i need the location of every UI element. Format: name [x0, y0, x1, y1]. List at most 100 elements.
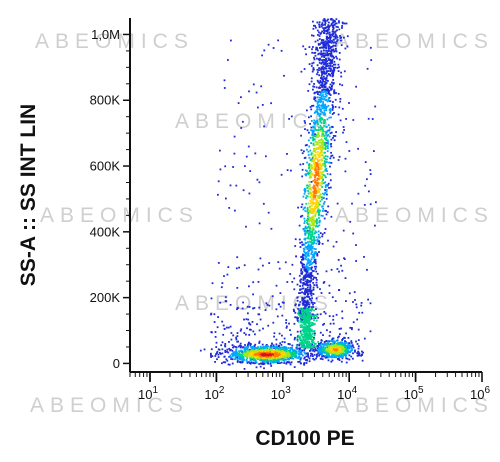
event-dot [309, 338, 312, 340]
event-dot [313, 239, 315, 241]
event-dot [316, 121, 319, 124]
event-dot [352, 346, 355, 349]
event-dot [241, 307, 244, 310]
event-dot [304, 335, 307, 337]
event-dot [275, 361, 278, 364]
event-dot [330, 351, 333, 354]
event-dot [269, 363, 272, 365]
event-dot [301, 299, 304, 302]
event-dot [317, 210, 320, 213]
event-dot [316, 48, 319, 50]
event-dot [316, 158, 319, 161]
event-dot [321, 242, 324, 245]
event-dot [258, 329, 261, 332]
event-dot [304, 188, 306, 191]
event-dot [300, 341, 303, 344]
event-dot [296, 340, 299, 342]
event-dot [291, 347, 293, 349]
event-dot [317, 91, 320, 94]
event-dot [332, 135, 335, 137]
event-dot [268, 358, 270, 361]
event-dot [327, 239, 329, 242]
event-dot [315, 162, 317, 164]
event-dot [307, 90, 310, 92]
event-dot [325, 94, 328, 97]
event-dot [318, 251, 320, 253]
event-dot [311, 172, 314, 175]
event-dot [308, 187, 311, 190]
event-dot [324, 209, 327, 212]
event-dot [328, 89, 331, 92]
event-dot [243, 264, 246, 267]
event-dot [336, 348, 339, 351]
event-dot [327, 92, 329, 95]
event-dot [318, 94, 321, 96]
event-dot [318, 114, 321, 117]
event-dot [311, 256, 314, 259]
event-dot [343, 22, 346, 25]
event-dot [305, 325, 308, 327]
event-dot [325, 197, 328, 200]
event-dot [351, 328, 353, 331]
event-dot [309, 195, 312, 198]
event-dot [301, 308, 304, 311]
event-dot [287, 343, 290, 345]
event-dot [332, 33, 334, 35]
event-dot [306, 144, 308, 146]
event-dot [331, 338, 333, 341]
event-dot [314, 258, 317, 261]
event-dot [321, 180, 324, 183]
event-dot [323, 122, 325, 125]
event-dot [278, 354, 281, 356]
event-dot [305, 345, 308, 347]
event-dot [306, 172, 309, 175]
event-dot [318, 108, 321, 111]
event-dot [221, 362, 223, 365]
event-dot [314, 180, 317, 183]
event-dot [310, 244, 312, 247]
event-dot [313, 309, 315, 312]
event-dot [311, 51, 314, 54]
event-dot [305, 305, 307, 308]
event-dot [320, 110, 323, 113]
event-dot [269, 350, 272, 353]
event-dot [326, 131, 328, 134]
event-dot [331, 69, 334, 72]
event-dot [305, 290, 308, 293]
event-dot [319, 84, 322, 87]
event-dot [316, 143, 319, 146]
event-dot [322, 130, 325, 133]
event-dot [275, 338, 278, 341]
event-dot [305, 273, 308, 275]
event-dot [310, 291, 312, 294]
event-dot [335, 18, 338, 21]
event-dot [248, 306, 251, 308]
event-dot [258, 357, 261, 360]
event-dot [337, 26, 339, 28]
event-dot [262, 264, 264, 267]
event-dot [237, 345, 240, 348]
event-dot [309, 224, 311, 226]
event-dot [250, 353, 253, 355]
event-dot [317, 350, 320, 353]
event-dot [309, 349, 312, 352]
event-dot [237, 354, 240, 356]
event-dot [275, 308, 278, 311]
event-dot [305, 337, 308, 340]
event-dot [303, 192, 306, 195]
event-dot [329, 70, 332, 73]
event-dot [307, 223, 309, 225]
event-dot [324, 130, 327, 133]
watermark-text: ABEOMICS [30, 394, 189, 417]
event-dot [345, 357, 348, 360]
event-dot [311, 239, 314, 242]
event-dot [341, 25, 343, 27]
event-dot [303, 297, 305, 300]
event-dot [344, 337, 346, 339]
event-dot [319, 47, 321, 49]
event-dot [300, 350, 303, 353]
event-dot [272, 358, 274, 361]
event-dot [314, 202, 317, 205]
event-dot [348, 150, 351, 152]
